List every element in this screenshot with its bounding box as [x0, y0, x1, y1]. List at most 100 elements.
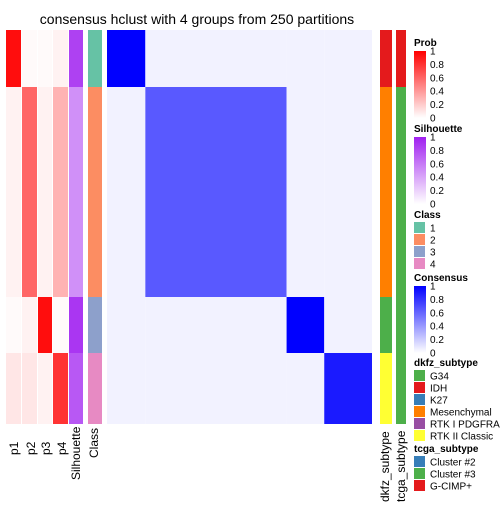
- dkfz-cell-group-4: [380, 353, 392, 424]
- column-labels: p1 p2 p3 p4 Silhouette Class dkfz_subtyp…: [7, 426, 408, 502]
- prob-cell-p1-group-3: [6, 297, 21, 353]
- legend-tcga-swatch-0: [414, 456, 425, 467]
- col-label-p1: p1: [7, 441, 21, 455]
- legend-prob-colorbar: [414, 51, 426, 118]
- matrix-block-1-2: [145, 30, 287, 87]
- legend-prob-tick-0: 1: [430, 47, 436, 58]
- legend-silhouette-colorbar: [414, 137, 426, 204]
- legend-silhouette-tick-2: 0.6: [430, 159, 444, 170]
- prob-cell-p2-group-1: [22, 30, 37, 87]
- legend-tcga-label-0: Cluster #2: [430, 458, 476, 469]
- legend-consensus-title: Consensus: [414, 273, 468, 284]
- legend-consensus-tick-2: 0.6: [430, 308, 444, 319]
- legend-consensus-tick-0: 1: [430, 282, 436, 293]
- dkfz-cell-group-3: [380, 297, 392, 353]
- col-label-silhouette: Silhouette: [69, 426, 83, 480]
- col-label-tcga: tcga_subtype: [394, 430, 408, 502]
- legend-tcga-swatch-1: [414, 468, 425, 479]
- col-label-dkfz: dkfz_subtype: [378, 431, 392, 502]
- consensus-matrix: [107, 30, 372, 424]
- matrix-block-2-3: [286, 87, 325, 297]
- legend-dkfz-title: dkfz_subtype: [414, 358, 478, 369]
- legend-silhouette-ticks: 1 0.8 0.6 0.4 0.2 0: [430, 133, 444, 211]
- matrix-block-4-4: [324, 353, 372, 424]
- prob-cell-p1-group-4: [6, 353, 21, 424]
- matrix-block-4-1: [107, 353, 146, 424]
- legend-silhouette-tick-5: 0: [430, 200, 436, 211]
- legend-class-swatch-2: [414, 246, 425, 257]
- legend-tcga-title: tcga_subtype: [414, 444, 479, 455]
- legend-silhouette-tick-1: 0.8: [430, 146, 444, 157]
- legend-dkfz-label-2: K27: [430, 396, 448, 407]
- matrix-block-2-4: [324, 87, 372, 297]
- legend-dkfz-label-4: RTK I PDGFRA: [430, 420, 500, 431]
- legend-tcga-swatch-2: [414, 480, 425, 491]
- dkfz-cell-group-2: [380, 87, 392, 297]
- matrix-block-3-2: [145, 297, 287, 353]
- legend-silhouette-tick-4: 0.2: [430, 186, 444, 197]
- legend-consensus-tick-1: 0.8: [430, 295, 444, 306]
- legend-consensus-ticks: 1 0.8 0.6 0.4 0.2 0: [430, 282, 444, 360]
- class-cell-group-1: [88, 30, 102, 87]
- left-annotation-columns: [6, 30, 102, 424]
- legend-class-label-3: 4: [430, 260, 436, 271]
- legend-class-title: Class: [414, 210, 441, 221]
- right-annotation-columns: [380, 30, 406, 424]
- legend-dkfz-label-0: G34: [430, 372, 449, 383]
- legend-consensus-tick-4: 0.2: [430, 335, 444, 346]
- legend-silhouette-tick-3: 0.4: [430, 173, 444, 184]
- tcga-cell-group-3: [396, 297, 406, 353]
- silhouette-cell-group-2: [69, 87, 83, 297]
- legend-class-label-0: 1: [430, 224, 436, 235]
- matrix-block-3-4: [324, 297, 372, 353]
- legend-prob-ticks: 1 0.8 0.6 0.4 0.2 0: [430, 47, 444, 125]
- prob-cell-p1-group-1: [6, 30, 21, 87]
- legend-dkfz-label-1: IDH: [430, 384, 447, 395]
- class-cell-group-2: [88, 87, 102, 297]
- prob-cell-p1-group-2: [6, 87, 21, 297]
- matrix-block-4-2: [145, 353, 287, 424]
- legend-consensus-tick-5: 0: [430, 349, 436, 360]
- matrix-block-4-3: [286, 353, 325, 424]
- silhouette-cell-group-4: [69, 353, 83, 424]
- class-cell-group-4: [88, 353, 102, 424]
- legend-dkfz-swatch-5: [414, 430, 425, 441]
- legend-prob-tick-3: 0.4: [430, 87, 444, 98]
- matrix-block-1-3: [286, 30, 325, 87]
- prob-cell-p4-group-3: [53, 297, 68, 353]
- col-label-p3: p3: [39, 441, 53, 455]
- prob-cell-p3-group-1: [38, 30, 52, 87]
- col-label-p4: p4: [55, 441, 69, 455]
- prob-cell-p3-group-2: [38, 87, 52, 297]
- tcga-cell-group-4: [396, 353, 406, 424]
- legend-class-swatch-1: [414, 234, 425, 245]
- legend-dkfz-swatch-4: [414, 418, 425, 429]
- legend-dkfz-label-5: RTK II Classic: [430, 432, 493, 443]
- tcga-cell-group-1: [396, 30, 406, 87]
- matrix-block-1-1: [107, 30, 146, 87]
- legend-tcga-label-1: Cluster #3: [430, 470, 476, 481]
- matrix-block-3-1: [107, 297, 146, 353]
- legend-tcga-label-2: G-CIMP+: [430, 482, 472, 493]
- legend-prob-tick-4: 0.2: [430, 100, 444, 111]
- legend-class-swatch-3: [414, 258, 425, 269]
- legend-prob-tick-5: 0: [430, 114, 436, 125]
- legend-class-swatch-0: [414, 222, 425, 233]
- legends: Prob 1 0.8 0.6 0.4 0.2 0 Silhouette 1 0.8 0.6 0.…: [414, 38, 500, 493]
- matrix-block-2-2: [145, 87, 287, 297]
- legend-prob-tick-1: 0.8: [430, 60, 444, 71]
- legend-dkfz-label-3: Mesenchymal: [430, 408, 492, 419]
- col-label-class: Class: [87, 428, 101, 458]
- prob-cell-p4-group-4: [53, 353, 68, 424]
- prob-cell-p4-group-1: [53, 30, 68, 87]
- tcga-cell-group-2: [396, 87, 406, 297]
- legend-dkfz-swatch-0: [414, 370, 425, 381]
- legend-class-label-2: 3: [430, 248, 436, 259]
- silhouette-cell-group-3: [69, 297, 83, 353]
- legend-class-label-1: 2: [430, 236, 436, 247]
- legend-consensus-tick-3: 0.4: [430, 322, 444, 333]
- matrix-block-3-3: [286, 297, 325, 353]
